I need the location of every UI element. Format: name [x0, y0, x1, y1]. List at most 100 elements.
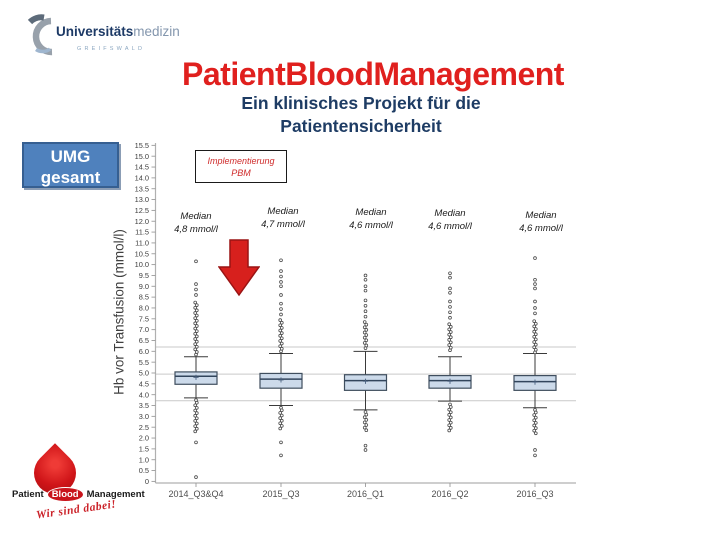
outlier-dot [448, 325, 453, 329]
y-tick-label: 14.0 [135, 173, 149, 182]
outlier-dot [448, 426, 453, 430]
outlier-dot [193, 300, 198, 305]
outlier-dot [362, 325, 367, 330]
outlier-dot [279, 331, 284, 335]
outlier-dot [533, 421, 538, 425]
outlier-dot [195, 344, 199, 349]
y-tick-label: 8.5 [139, 293, 149, 302]
outlier-dot [195, 406, 199, 410]
outlier-dot [195, 339, 199, 344]
outlier-dot [532, 418, 536, 423]
outlier-dot [533, 327, 538, 331]
callout-line2: PBM [231, 168, 251, 178]
university-logo: Universitätsmedizin GREIFSWALD [20, 13, 180, 63]
callout-line1: Implementierung [207, 156, 275, 166]
outlier-dot [193, 326, 198, 331]
y-tick-label: 15.0 [135, 152, 149, 161]
y-tick-label: 13.5 [135, 184, 149, 193]
university-logo-text: Universitätsmedizin GREIFSWALD [56, 25, 180, 56]
outlier-dot [193, 429, 198, 434]
outlier-dot [533, 321, 538, 326]
y-tick-label: 3.0 [139, 412, 149, 421]
outlier-dot [363, 309, 368, 314]
y-tick-label: 6.5 [139, 336, 149, 345]
outlier-dot [532, 340, 536, 344]
implementierung-pbm-callout: Implementierung PBM [195, 150, 287, 183]
outlier-dot [279, 418, 284, 423]
outlier-dot [194, 259, 198, 264]
pbm-logo-text: Patient Blood Management [12, 487, 145, 502]
outlier-dot [364, 343, 369, 348]
outlier-dot [279, 453, 283, 458]
outlier-dot [194, 475, 198, 479]
y-tick-label: 11.0 [135, 239, 149, 248]
outlier-dot [363, 303, 368, 308]
y-tick-label: 2.0 [139, 434, 149, 443]
outlier-dot [279, 312, 283, 317]
outlier-dot [278, 333, 283, 338]
y-tick-label: 9.0 [139, 282, 149, 291]
outlier-dot [362, 425, 367, 430]
outlier-dot [532, 329, 536, 334]
outlier-dot [533, 299, 537, 304]
outlier-dot [194, 293, 198, 297]
outlier-dot [364, 338, 369, 343]
outlier-dot [447, 423, 452, 428]
outlier-dot [194, 287, 198, 292]
outlier-dot [364, 333, 369, 337]
pbm-text-patient: Patient [12, 489, 44, 500]
slide-subtitle: Ein klinisches Projekt für die Patienten… [160, 92, 562, 138]
outlier-dot [193, 347, 198, 352]
outlier-dot [533, 453, 537, 458]
outlier-dot [278, 344, 283, 348]
outlier-dot [279, 336, 284, 341]
outlier-dot [533, 431, 538, 436]
outlier-dot [533, 311, 537, 316]
slide-subtitle-line1: Ein klinisches Projekt für die [241, 93, 481, 113]
outlier-dot [195, 411, 199, 415]
median-label: Median 4,7 mmol/l [261, 206, 305, 230]
outlier-dot [363, 277, 368, 282]
down-arrow-icon [218, 239, 260, 297]
outlier-dot [195, 329, 199, 333]
outlier-dot [279, 307, 283, 311]
outlier-dot [195, 334, 199, 339]
outlier-dot [279, 284, 283, 289]
outlier-dot [533, 348, 538, 352]
outlier-dot [363, 273, 368, 278]
x-tick-label: 2014_Q3&Q4 [168, 489, 223, 499]
outlier-dot [533, 332, 538, 336]
outlier-dot [448, 330, 453, 334]
outlier-dot [193, 413, 198, 418]
y-tick-label: 12.0 [135, 217, 149, 226]
outlier-dot [279, 408, 284, 413]
slide-title: PatientBloodManagement [182, 56, 564, 92]
outlier-dot [193, 419, 198, 423]
outlier-dot [447, 332, 452, 337]
outlier-dot [195, 308, 199, 313]
y-tick-label: 4.5 [139, 379, 149, 388]
outlier-dot [363, 284, 368, 289]
outlier-dot [447, 428, 452, 433]
outlier-dot [533, 256, 537, 260]
y-tick-label: 3.5 [139, 401, 149, 410]
outlier-dot [448, 345, 453, 350]
outlier-dot [193, 321, 198, 326]
y-tick-label: 0.5 [139, 466, 149, 475]
y-tick-label: 8.0 [139, 304, 149, 313]
outlier-dot [532, 428, 536, 433]
outlier-dot [448, 405, 453, 409]
outlier-dot [195, 400, 199, 405]
x-tick-label: 2016_Q2 [431, 489, 468, 499]
median-label: Median 4,8 mmol/l [174, 211, 218, 235]
x-tick-label: 2016_Q3 [516, 489, 553, 499]
outlier-dot [195, 303, 199, 307]
outlier-dot [362, 341, 367, 345]
pbm-text-blood: Blood [46, 487, 84, 502]
outlier-dot [195, 426, 199, 431]
outlier-dot [448, 410, 453, 415]
outlier-dot [364, 328, 369, 332]
outlier-dot [533, 342, 538, 347]
outlier-dot [362, 320, 367, 324]
